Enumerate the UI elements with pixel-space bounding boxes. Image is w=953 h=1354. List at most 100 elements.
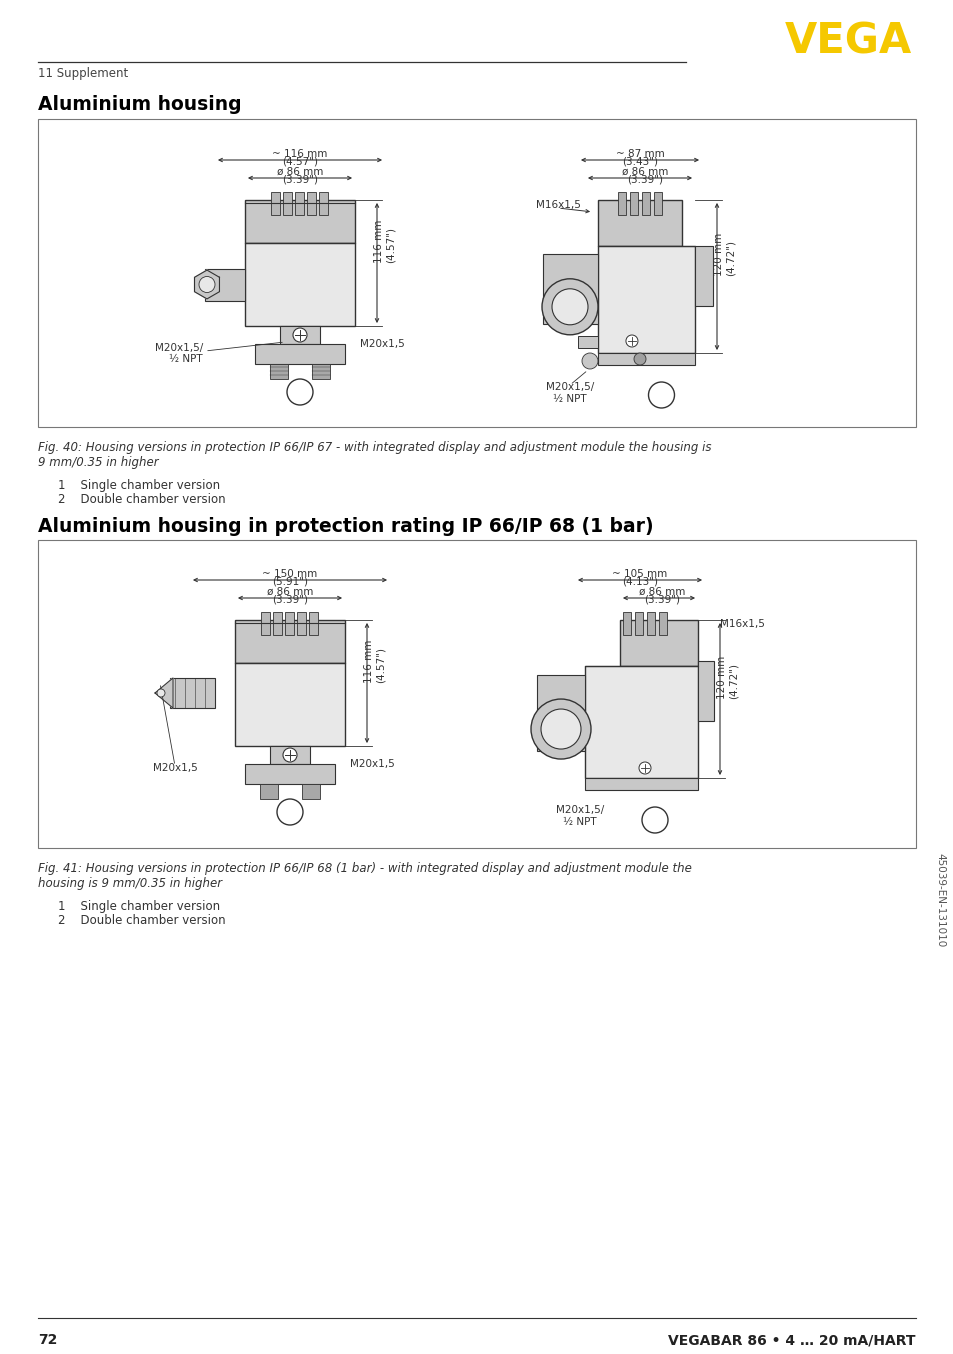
- Bar: [280, 326, 319, 344]
- Text: VEGA: VEGA: [784, 22, 911, 64]
- Bar: [270, 364, 288, 379]
- Circle shape: [641, 807, 667, 833]
- Bar: [245, 242, 355, 326]
- Bar: [598, 353, 695, 366]
- Text: (5.91"): (5.91"): [272, 577, 308, 588]
- Bar: [234, 663, 345, 746]
- Circle shape: [293, 328, 307, 343]
- Text: 120 mm
(4.72"): 120 mm (4.72"): [714, 233, 735, 276]
- Circle shape: [283, 747, 296, 762]
- Text: ~ 116 mm: ~ 116 mm: [272, 149, 327, 158]
- Text: 1: 1: [294, 385, 305, 399]
- Circle shape: [540, 709, 580, 749]
- Bar: [309, 612, 318, 635]
- Text: ½ NPT: ½ NPT: [553, 394, 586, 403]
- Bar: [261, 612, 271, 635]
- Text: 11 Supplement: 11 Supplement: [38, 66, 128, 80]
- Bar: [170, 678, 214, 708]
- Text: Fig. 41: Housing versions in protection IP 66/IP 68 (1 bar) - with integrated di: Fig. 41: Housing versions in protection …: [38, 862, 691, 890]
- Text: (3.39"): (3.39"): [282, 175, 317, 185]
- Text: (3.39"): (3.39"): [626, 175, 662, 185]
- Bar: [283, 192, 293, 215]
- Text: 116 mm
(4.57"): 116 mm (4.57"): [364, 639, 385, 682]
- Circle shape: [541, 279, 598, 334]
- Text: (4.57"): (4.57"): [282, 157, 317, 167]
- Circle shape: [648, 382, 674, 408]
- Bar: [698, 661, 713, 720]
- Text: ø 86 mm: ø 86 mm: [621, 167, 667, 177]
- Text: ½ NPT: ½ NPT: [562, 816, 597, 827]
- Circle shape: [531, 699, 590, 760]
- Bar: [584, 779, 698, 789]
- Bar: [584, 666, 698, 779]
- Text: ø 86 mm: ø 86 mm: [639, 588, 684, 597]
- Text: (4.13"): (4.13"): [621, 577, 658, 588]
- Bar: [635, 612, 642, 635]
- Circle shape: [552, 288, 587, 325]
- Text: ø 86 mm: ø 86 mm: [267, 588, 313, 597]
- Circle shape: [287, 379, 313, 405]
- Text: Aluminium housing: Aluminium housing: [38, 96, 241, 115]
- Bar: [629, 192, 638, 215]
- Bar: [542, 253, 598, 324]
- Bar: [641, 192, 649, 215]
- Bar: [307, 192, 316, 215]
- Text: M20x1,5/: M20x1,5/: [545, 382, 594, 393]
- Text: ~ 150 mm: ~ 150 mm: [262, 569, 317, 580]
- Text: Fig. 40: Housing versions in protection IP 66/IP 67 - with integrated display an: Fig. 40: Housing versions in protection …: [38, 441, 711, 468]
- Text: M20x1,5: M20x1,5: [350, 760, 395, 769]
- Bar: [618, 192, 625, 215]
- Bar: [234, 620, 345, 663]
- Circle shape: [634, 353, 645, 366]
- Bar: [646, 612, 655, 635]
- Bar: [598, 200, 681, 246]
- Text: 116 mm
(4.57"): 116 mm (4.57"): [374, 219, 395, 263]
- Text: (3.43"): (3.43"): [621, 157, 658, 167]
- Text: 120 mm
(4.72"): 120 mm (4.72"): [717, 655, 738, 699]
- Bar: [245, 764, 335, 784]
- Text: (3.39"): (3.39"): [643, 594, 679, 605]
- Text: ~ 87 mm: ~ 87 mm: [615, 149, 663, 158]
- Bar: [274, 612, 282, 635]
- Bar: [319, 192, 328, 215]
- Text: 2: 2: [650, 812, 659, 827]
- Text: M20x1,5/: M20x1,5/: [154, 343, 203, 353]
- Text: 1    Single chamber version: 1 Single chamber version: [58, 900, 220, 913]
- Bar: [695, 246, 712, 306]
- Bar: [254, 344, 345, 364]
- Bar: [654, 192, 661, 215]
- Text: VEGABAR 86 • 4 … 20 mA/HART: VEGABAR 86 • 4 … 20 mA/HART: [668, 1332, 915, 1347]
- Circle shape: [625, 334, 638, 347]
- Circle shape: [581, 353, 598, 370]
- Bar: [537, 676, 584, 751]
- Bar: [205, 268, 245, 301]
- Bar: [302, 784, 319, 799]
- Bar: [295, 192, 304, 215]
- Bar: [659, 612, 666, 635]
- Text: (3.39"): (3.39"): [272, 594, 308, 605]
- Bar: [38, 540, 915, 848]
- Text: 45039-EN-131010: 45039-EN-131010: [934, 853, 944, 948]
- Bar: [260, 784, 277, 799]
- Bar: [619, 620, 698, 666]
- Bar: [270, 746, 310, 764]
- Text: M20x1,5: M20x1,5: [359, 338, 404, 349]
- Bar: [598, 246, 695, 353]
- Text: ½ NPT: ½ NPT: [170, 353, 203, 364]
- Bar: [38, 119, 915, 427]
- Bar: [285, 612, 294, 635]
- Text: M20x1,5/: M20x1,5/: [556, 806, 603, 815]
- Bar: [312, 364, 330, 379]
- Bar: [297, 612, 306, 635]
- Circle shape: [199, 276, 214, 292]
- Circle shape: [157, 689, 165, 697]
- Polygon shape: [154, 678, 172, 708]
- Bar: [578, 336, 598, 348]
- Text: M16x1,5: M16x1,5: [536, 200, 580, 210]
- Text: Aluminium housing in protection rating IP 66/IP 68 (1 bar): Aluminium housing in protection rating I…: [38, 517, 653, 536]
- Text: M20x1,5: M20x1,5: [152, 764, 197, 773]
- Bar: [622, 612, 630, 635]
- Text: M16x1,5: M16x1,5: [720, 619, 764, 630]
- Circle shape: [639, 762, 650, 774]
- Text: 2    Double chamber version: 2 Double chamber version: [58, 914, 226, 927]
